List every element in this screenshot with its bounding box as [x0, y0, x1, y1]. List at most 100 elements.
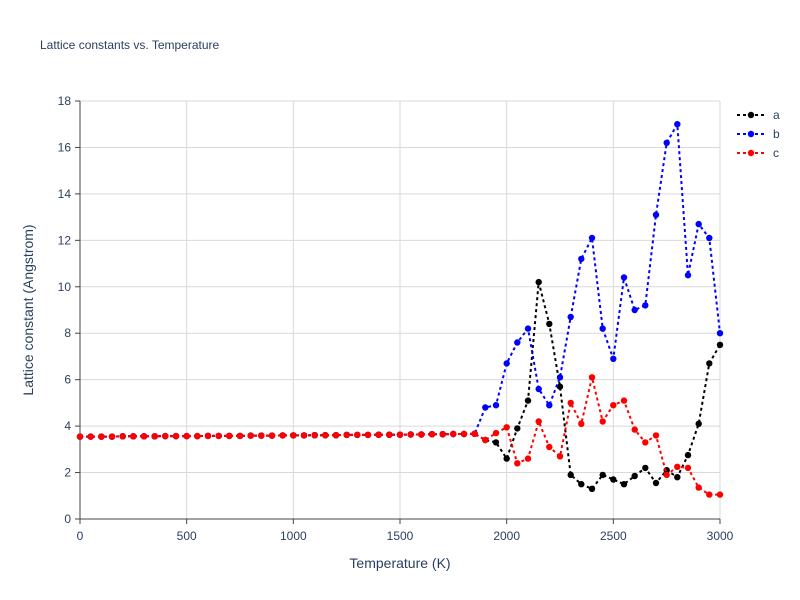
data-point-a	[514, 425, 521, 432]
y-tick-label: 8	[64, 326, 71, 340]
data-point-c	[386, 431, 393, 438]
x-tick-label: 3000	[707, 529, 734, 543]
data-point-a	[642, 464, 649, 472]
data-point-b	[684, 272, 692, 279]
data-point-c	[236, 432, 244, 440]
data-point-a	[524, 397, 532, 404]
legend-swatch-marker	[747, 149, 755, 157]
data-point-c	[247, 432, 254, 439]
x-tick-label: 2000	[493, 529, 520, 543]
data-point-b	[642, 302, 649, 309]
x-tick-label: 1000	[280, 529, 307, 543]
data-point-b	[620, 274, 628, 281]
data-point-c	[599, 418, 606, 425]
data-point-c	[471, 430, 478, 437]
data-point-c	[172, 432, 180, 440]
data-point-b	[631, 306, 638, 314]
data-point-a	[610, 476, 617, 483]
ticks-layer: 0 500 1000 1500 2000 2500 3000 0 2 4 6 8 10 12 14 16 18	[58, 94, 734, 543]
y-tick-label: 10	[58, 280, 72, 294]
series-c	[76, 374, 724, 498]
data-point-b	[482, 404, 489, 411]
data-point-a	[674, 474, 681, 481]
data-point-b	[588, 234, 596, 242]
data-point-b	[514, 339, 521, 346]
data-point-c	[418, 431, 425, 438]
data-point-a	[706, 360, 713, 367]
y-tick-label: 2	[64, 466, 71, 480]
data-point-c	[130, 433, 137, 440]
data-point-c	[140, 433, 148, 440]
y-tick-label: 14	[58, 187, 72, 201]
data-point-c	[578, 420, 585, 427]
data-point-a	[567, 471, 574, 479]
data-point-c	[706, 491, 713, 498]
data-point-c	[183, 432, 190, 440]
data-point-c	[204, 432, 212, 440]
data-point-c	[364, 431, 372, 439]
data-point-b	[599, 325, 606, 332]
data-point-c	[588, 374, 596, 381]
data-point-c	[620, 397, 628, 404]
data-point-c	[407, 431, 414, 438]
y-tick-label: 0	[64, 512, 71, 526]
legend-item-b[interactable]: b	[737, 127, 780, 141]
data-point-c	[482, 436, 489, 444]
data-point-a	[684, 451, 692, 459]
data-point-a	[535, 278, 542, 286]
data-point-c	[652, 432, 660, 439]
data-point-b	[706, 234, 713, 242]
legend-label: b	[773, 127, 780, 141]
data-point-c	[311, 432, 318, 439]
legend: abc	[737, 108, 780, 160]
data-point-b	[663, 139, 670, 146]
data-point-c	[492, 429, 500, 437]
data-point-c	[716, 491, 724, 498]
data-point-a	[631, 472, 638, 480]
legend-item-c[interactable]: c	[737, 146, 779, 160]
data-point-c	[642, 439, 649, 446]
grid-layer	[80, 100, 721, 519]
data-point-a	[716, 341, 724, 348]
data-point-c	[631, 426, 638, 433]
y-axis-title: Lattice constant (Angstrom)	[20, 224, 36, 395]
data-point-c	[396, 431, 404, 438]
data-point-c	[354, 431, 361, 439]
data-point-b	[503, 360, 510, 367]
data-point-c	[514, 460, 521, 467]
data-point-c	[108, 433, 116, 440]
data-point-a	[492, 439, 500, 446]
data-point-c	[567, 399, 574, 407]
data-point-b	[492, 402, 500, 409]
data-point-a	[652, 479, 660, 487]
y-tick-label: 16	[58, 140, 72, 154]
y-tick-label: 12	[58, 233, 72, 247]
data-point-c	[546, 443, 553, 451]
data-point-c	[76, 433, 84, 440]
legend-item-a[interactable]: a	[737, 108, 780, 122]
data-point-c	[610, 402, 617, 409]
data-point-c	[663, 471, 670, 479]
data-point-c	[535, 418, 542, 425]
data-point-c	[556, 453, 564, 460]
data-point-c	[322, 432, 329, 439]
series-layer	[76, 120, 724, 498]
data-point-c	[684, 464, 692, 472]
x-axis-title: Temperature (K)	[349, 555, 450, 571]
data-point-b	[674, 121, 681, 128]
data-point-b	[652, 211, 660, 218]
data-point-a	[503, 455, 510, 462]
data-point-c	[674, 463, 681, 470]
data-point-c	[268, 432, 276, 439]
data-point-a	[556, 383, 564, 390]
data-point-b	[716, 330, 724, 337]
data-point-b	[567, 313, 574, 321]
legend-swatch-marker	[747, 130, 755, 138]
data-point-c	[460, 430, 468, 438]
data-point-c	[151, 433, 158, 440]
x-tick-label: 500	[177, 529, 197, 543]
data-point-a	[695, 420, 702, 427]
legend-label: c	[773, 146, 779, 160]
data-point-c	[428, 431, 436, 438]
